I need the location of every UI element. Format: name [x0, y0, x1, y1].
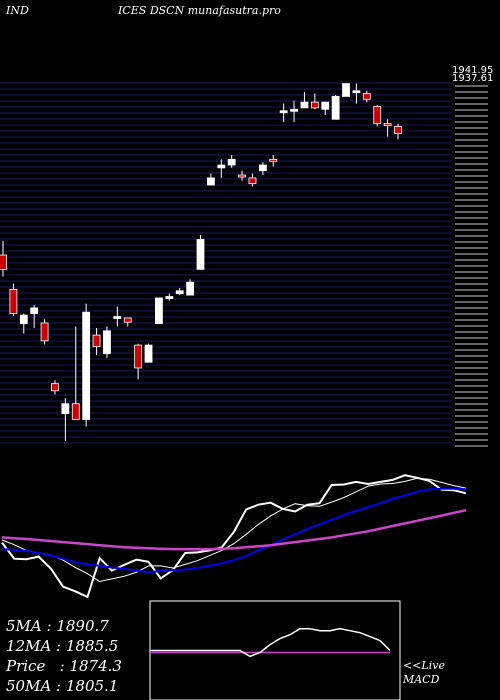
candle-body: [394, 126, 402, 134]
candle-body: [165, 296, 174, 299]
candle-body: [217, 164, 226, 169]
candle-body: [9, 288, 18, 315]
candle-body: [61, 403, 70, 415]
stat-50ma: 50MA : 1805.1: [6, 677, 119, 695]
candle-body: [206, 177, 215, 186]
candle-body: [300, 101, 309, 109]
candle-body: [227, 158, 236, 166]
candle-body: [0, 254, 7, 270]
ma12-line: [1, 487, 467, 574]
candle-body: [71, 403, 80, 420]
candle-body: [373, 106, 382, 124]
candle-body: [144, 344, 153, 363]
candle-body: [113, 316, 122, 319]
candle-body: [103, 330, 111, 355]
candle-body: [196, 238, 205, 270]
candle-body: [134, 344, 143, 369]
candle-body: [155, 297, 163, 325]
candle-body: [352, 90, 361, 94]
candle-body: [248, 177, 257, 185]
header-left-text: IND: [6, 4, 29, 17]
candle-body: [186, 281, 195, 296]
candle-body: [279, 110, 288, 114]
price-line: [1, 474, 467, 599]
price-label: 1937.61: [452, 73, 493, 84]
candle-body: [383, 123, 392, 126]
stat-12ma: 12MA : 1885.5: [6, 637, 119, 655]
candle-body: [92, 334, 101, 347]
candle-body: [290, 108, 298, 112]
live-macd-line: [150, 627, 391, 658]
candle-body: [258, 164, 267, 172]
stat-price: Price : 1874.3: [6, 657, 122, 675]
macd-label: <<Live MACD: [403, 659, 445, 687]
candle-body: [40, 322, 49, 342]
macd-label-line2: MACD: [403, 673, 440, 686]
macd-label-line1: <<Live: [403, 659, 445, 672]
candle-body: [51, 383, 59, 392]
ma50-line: [1, 508, 467, 551]
candle-body: [331, 96, 340, 120]
candle-body: [175, 290, 184, 295]
candle-body: [123, 317, 132, 323]
header-right-text: ICES DSCN munafasutra.pro: [118, 4, 281, 17]
candle-body: [321, 101, 330, 110]
candle-body: [238, 174, 246, 178]
stat-5ma: 5MA : 1890.7: [6, 617, 109, 635]
candle-body: [30, 307, 39, 315]
candle-body: [342, 83, 350, 97]
price-label: 1941.95: [452, 65, 493, 76]
candle-body: [362, 93, 371, 100]
ma5-line: [1, 477, 467, 583]
candle-body: [269, 158, 278, 162]
candle-body: [82, 311, 91, 420]
candle-body: [310, 101, 319, 109]
candle-body: [19, 314, 28, 325]
